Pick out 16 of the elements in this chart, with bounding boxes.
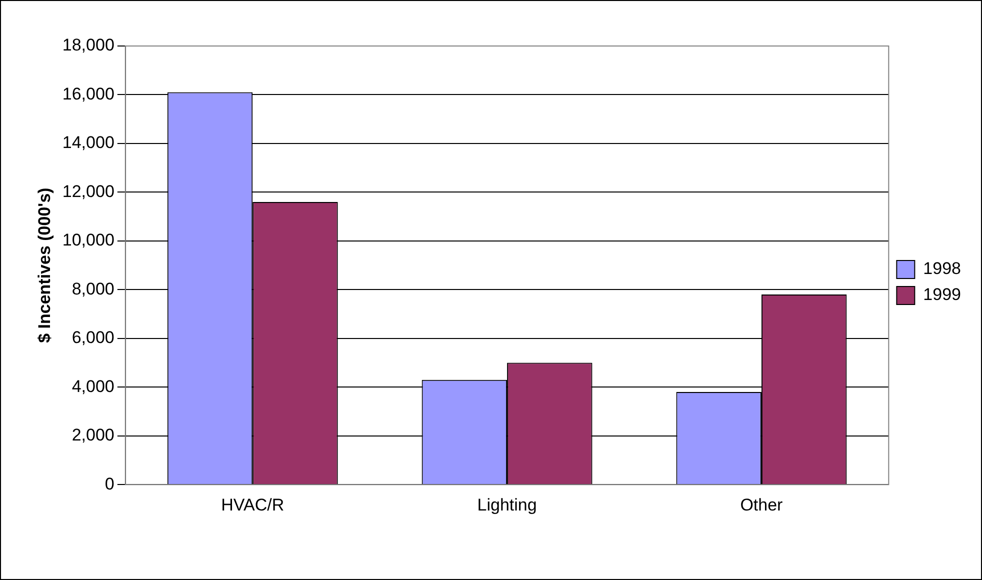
y-tick-label: 14,000 — [62, 133, 114, 152]
y-tick-label: 16,000 — [62, 84, 114, 104]
y-tick-label: 12,000 — [62, 182, 114, 201]
y-axis-title: $ Incentives (000's) — [34, 188, 54, 343]
x-tick-label: HVAC/R — [221, 495, 284, 514]
y-tick-label: 2,000 — [72, 426, 114, 445]
legend-label: 1999 — [923, 285, 962, 304]
x-tick-label: Other — [740, 495, 784, 514]
x-tick-label: Lighting — [477, 495, 537, 514]
y-tick-label: 6,000 — [72, 328, 114, 348]
y-tick-label: 10,000 — [62, 230, 114, 250]
y-tick-label: 4,000 — [72, 376, 114, 396]
y-tick-label: 8,000 — [72, 279, 114, 298]
y-tick-label: 0 — [104, 474, 114, 494]
legend-label: 1998 — [923, 259, 962, 278]
y-tick-label: 18,000 — [62, 36, 114, 55]
